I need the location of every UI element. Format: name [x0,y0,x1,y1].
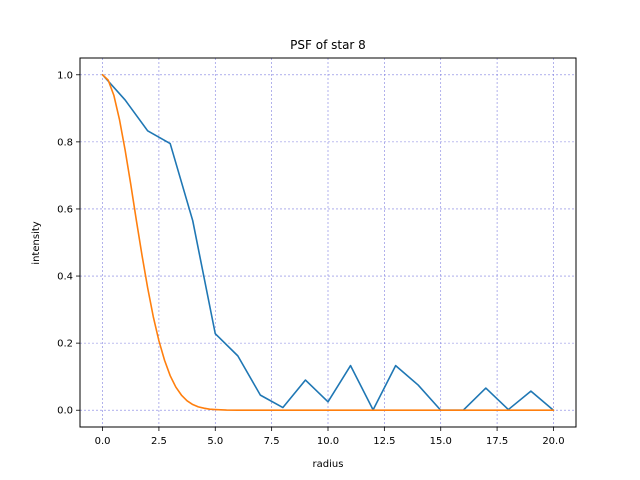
x-tick-label: 10.0 [317,436,339,447]
x-tick-label: 5.0 [207,436,223,447]
x-tick-label: 17.5 [486,436,508,447]
y-tick-label: 0.0 [57,406,73,417]
x-tick-label: 12.5 [373,436,395,447]
y-axis-label: intensity [31,221,42,264]
y-tick-label: 0.4 [57,272,73,283]
y-tick-label: 0.2 [57,339,73,350]
x-tick-label: 0.0 [95,436,111,447]
chart-title: PSF of star 8 [290,38,366,52]
y-tick-label: 0.8 [57,137,73,148]
x-tick-label: 20.0 [542,436,564,447]
y-axis: 0.0 0.2 0.4 0.6 0.8 1.0 [57,70,80,417]
x-tick-label: 7.5 [264,436,280,447]
x-tick-label: 2.5 [151,436,167,447]
series-1-line [101,73,555,412]
series-layer [101,73,555,412]
y-tick-label: 0.6 [57,204,73,215]
x-axis-label: radius [313,459,344,470]
series-2-line [101,73,555,412]
x-tick-label: 15.0 [430,436,452,447]
x-axis: 0.0 2.5 5.0 7.5 10.0 12.5 15.0 17.5 20.0 [95,427,565,447]
y-tick-label: 1.0 [57,70,73,81]
